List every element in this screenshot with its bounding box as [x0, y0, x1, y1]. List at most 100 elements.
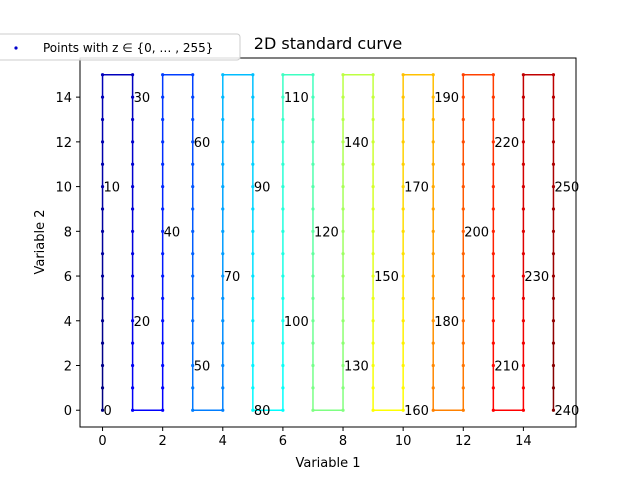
data-point: [521, 162, 525, 166]
point-annotation: 210: [494, 360, 519, 375]
data-point: [221, 408, 225, 412]
point-annotation: 110: [284, 91, 309, 106]
data-point: [551, 252, 556, 256]
point-annotation: 240: [554, 404, 579, 419]
data-point: [221, 319, 225, 323]
data-point: [401, 73, 405, 77]
data-point: [251, 184, 255, 189]
data-point: [521, 319, 525, 323]
data-point: [431, 140, 435, 144]
data-point: [491, 274, 495, 278]
data-point: [100, 341, 105, 345]
data-point: [341, 296, 345, 301]
y-tick-label: 2: [64, 360, 72, 375]
data-point: [551, 117, 556, 122]
data-point: [551, 95, 556, 99]
data-point: [100, 229, 105, 233]
y-tick-label: 0: [64, 404, 72, 419]
data-point: [461, 363, 465, 368]
data-point: [341, 341, 345, 345]
data-point: [461, 73, 465, 77]
point-annotation: 140: [344, 136, 369, 151]
data-point: [221, 363, 225, 368]
data-point: [221, 296, 225, 301]
y-tick-label: 12: [55, 136, 72, 151]
data-point: [100, 140, 105, 144]
data-point: [461, 140, 465, 144]
data-point: [461, 162, 465, 166]
data-point: [431, 229, 435, 233]
point-annotation: 60: [194, 136, 211, 151]
data-point: [281, 408, 285, 412]
data-point: [100, 117, 105, 122]
data-point: [491, 162, 495, 166]
data-point: [161, 140, 165, 144]
data-point: [281, 162, 285, 166]
data-point: [491, 363, 495, 368]
x-tick-label: 6: [279, 434, 287, 449]
data-point: [161, 274, 165, 278]
data-point: [551, 363, 556, 368]
legend-marker: [14, 46, 18, 50]
data-point: [371, 162, 375, 166]
data-point: [341, 73, 345, 77]
data-point: [100, 207, 105, 211]
data-point: [371, 95, 375, 99]
data-point: [221, 95, 225, 99]
data-point: [251, 319, 255, 323]
data-point: [431, 363, 435, 368]
data-point: [161, 341, 165, 345]
point-annotation: 130: [344, 360, 369, 375]
data-point: [341, 274, 345, 278]
point-annotation: 100: [284, 315, 309, 330]
data-point: [311, 117, 315, 122]
data-point: [521, 252, 525, 256]
data-point: [431, 341, 435, 345]
data-point: [371, 341, 375, 345]
data-point: [401, 408, 405, 412]
data-point: [100, 274, 105, 278]
y-tick-label: 10: [55, 181, 72, 196]
data-point: [131, 296, 135, 301]
data-point: [191, 363, 195, 368]
data-point: [100, 184, 105, 189]
y-tick-label: 14: [55, 91, 72, 106]
data-point: [431, 296, 435, 301]
data-point: [100, 319, 105, 323]
data-point: [341, 117, 345, 122]
data-point: [131, 140, 135, 144]
data-point: [371, 296, 375, 301]
data-point: [521, 296, 525, 301]
data-point: [100, 386, 105, 390]
data-point: [551, 341, 556, 345]
point-annotation: 150: [374, 270, 399, 285]
data-point: [311, 184, 315, 189]
data-point: [251, 363, 255, 368]
data-point: [521, 363, 525, 368]
data-point: [251, 162, 255, 166]
data-point: [521, 207, 525, 211]
data-point: [221, 207, 225, 211]
data-point: [371, 319, 375, 323]
data-point: [461, 117, 465, 122]
data-point: [461, 95, 465, 99]
data-point: [161, 117, 165, 122]
point-annotation: 20: [134, 315, 151, 330]
data-point: [251, 73, 255, 77]
point-annotation: 250: [554, 181, 579, 196]
data-point: [281, 252, 285, 256]
data-point: [431, 252, 435, 256]
data-point: [521, 73, 525, 77]
point-annotation: 30: [134, 91, 151, 106]
data-point: [131, 207, 135, 211]
data-point: [341, 207, 345, 211]
data-point: [100, 296, 105, 301]
data-point: [341, 386, 345, 390]
legend-box: [0, 33, 241, 61]
data-point: [491, 229, 495, 233]
data-point: [491, 341, 495, 345]
data-point: [221, 162, 225, 166]
data-point: [251, 95, 255, 99]
data-point: [281, 229, 285, 233]
data-point: [191, 95, 195, 99]
